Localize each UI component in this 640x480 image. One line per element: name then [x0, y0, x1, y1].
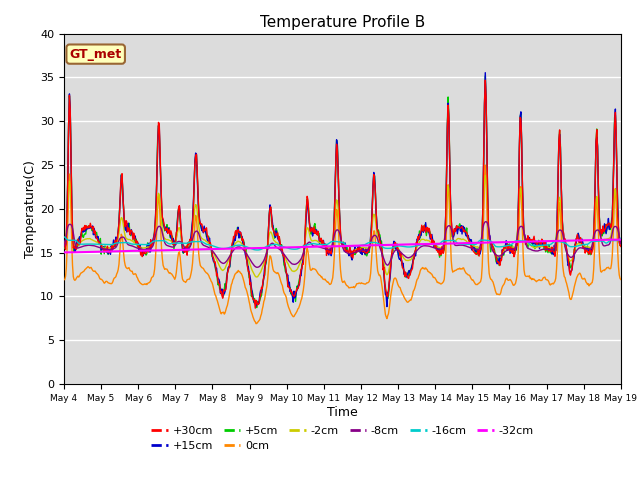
X-axis label: Time: Time [327, 406, 358, 419]
Legend: +30cm, +15cm, +5cm, 0cm, -2cm, -8cm, -16cm, -32cm: +30cm, +15cm, +5cm, 0cm, -2cm, -8cm, -16… [147, 421, 538, 456]
Text: GT_met: GT_met [70, 48, 122, 60]
Title: Temperature Profile B: Temperature Profile B [260, 15, 425, 30]
Y-axis label: Temperature(C): Temperature(C) [24, 160, 37, 258]
